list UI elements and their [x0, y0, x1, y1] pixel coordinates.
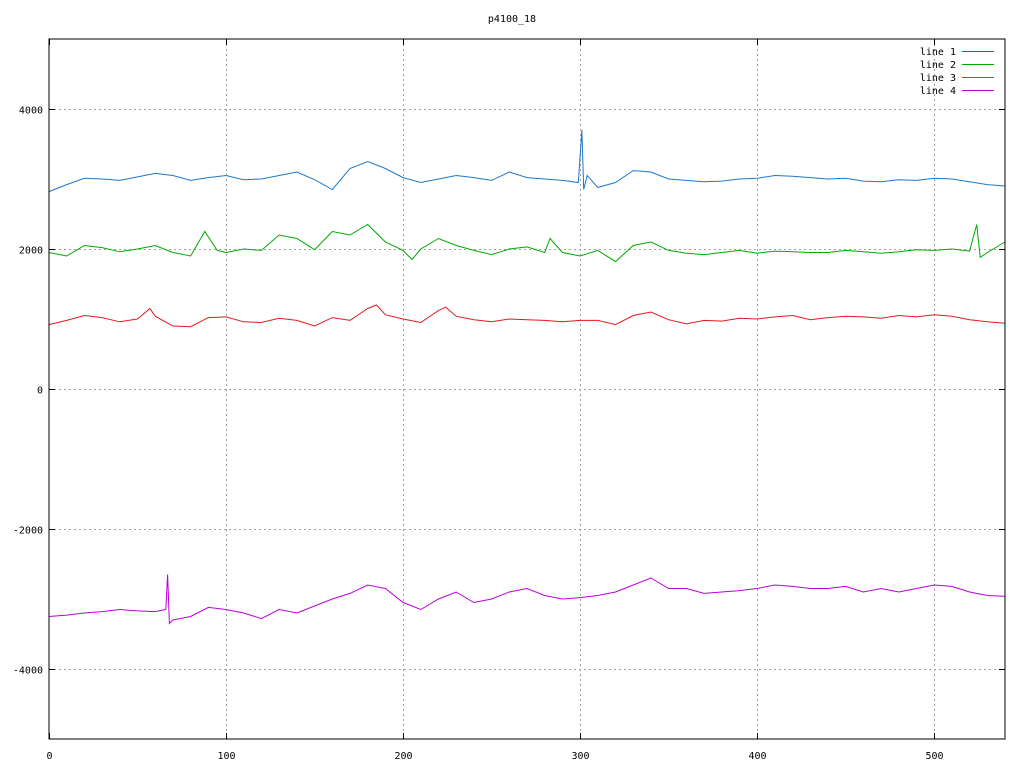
- y-tick-label: 0: [37, 386, 43, 397]
- axis-ticks: 0 100 200 300 400 500 -4000 -2000 0 2000 4000: [13, 39, 1005, 762]
- legend-label: line 3: [920, 73, 956, 84]
- chart-title: p4100_18: [488, 14, 536, 25]
- y-tick-label: -2000: [13, 526, 43, 537]
- legend-label: line 2: [920, 60, 956, 71]
- x-tick-label: 200: [394, 751, 412, 762]
- x-tick-label: 100: [217, 751, 235, 762]
- x-tick-label: 300: [571, 751, 589, 762]
- plot-frame: [48, 38, 1006, 740]
- series-line-2: [48, 223, 1006, 263]
- x-tick-label: 500: [925, 751, 943, 762]
- x-tick-label: 0: [46, 751, 52, 762]
- x-tick-label: 400: [748, 751, 766, 762]
- grid: [49, 39, 1005, 739]
- series-line-4: [48, 574, 1006, 625]
- y-tick-label: 2000: [19, 246, 43, 257]
- legend-label: line 4: [920, 86, 956, 97]
- legend-label: line 1: [920, 47, 956, 58]
- y-tick-label: -4000: [13, 666, 43, 677]
- series-line-3: [48, 129, 1006, 193]
- y-tick-label: 4000: [19, 106, 43, 117]
- series-group: [48, 129, 1006, 625]
- legend: line 1 line 2 line 3 line 4: [920, 47, 994, 97]
- series-line-1: [48, 304, 1006, 328]
